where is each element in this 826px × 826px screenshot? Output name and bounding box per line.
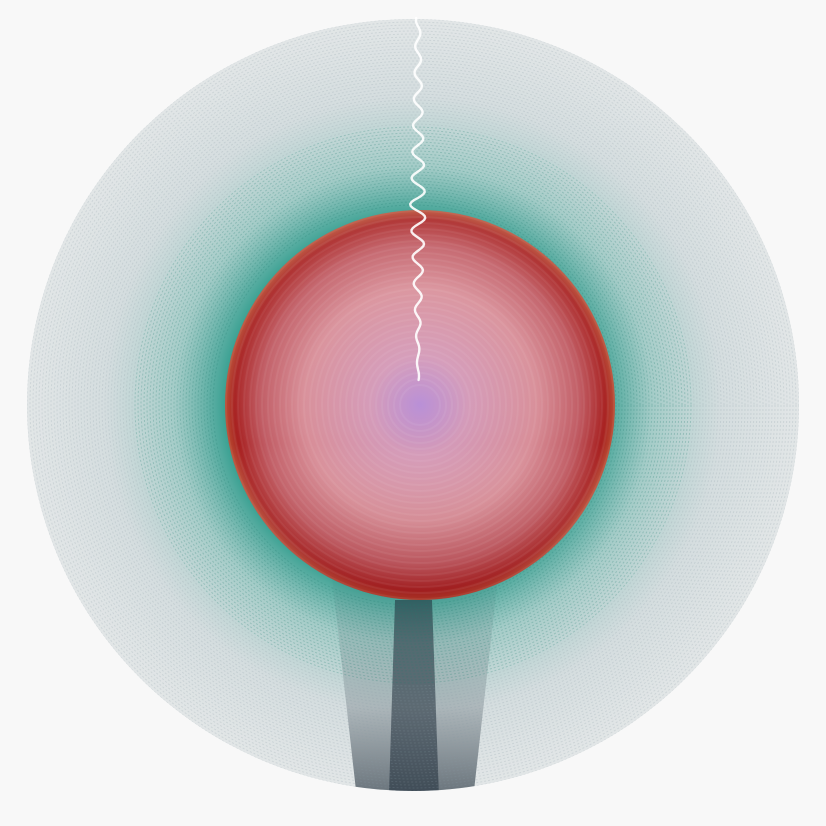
ring-line bbox=[41, 33, 785, 777]
ring-line bbox=[149, 141, 677, 669]
concentric-rings bbox=[27, 19, 799, 791]
ring-line bbox=[74, 66, 752, 744]
inner-ring-line bbox=[303, 288, 537, 522]
inner-ring-line bbox=[399, 384, 441, 426]
ring-line bbox=[206, 198, 620, 612]
ring-line bbox=[59, 51, 767, 759]
ring-line bbox=[101, 93, 725, 717]
inner-ring-line bbox=[249, 234, 591, 576]
inner-ring-line bbox=[243, 228, 597, 582]
wavy-seam bbox=[409, 16, 427, 382]
inner-ring-line bbox=[387, 372, 453, 438]
ring-line bbox=[125, 117, 701, 693]
ring-line bbox=[71, 63, 755, 747]
ring-line bbox=[29, 21, 797, 789]
inner-ring-line bbox=[261, 246, 579, 564]
inner-ring-line bbox=[327, 312, 513, 498]
inner-ring-line bbox=[321, 306, 519, 504]
ring-line bbox=[95, 87, 731, 723]
ring-line bbox=[152, 144, 674, 666]
inner-ring-line bbox=[357, 342, 483, 468]
ring-line bbox=[119, 111, 707, 699]
ring-line bbox=[194, 186, 632, 624]
ring-line bbox=[140, 132, 686, 678]
ring-line bbox=[176, 168, 650, 642]
dark-bottom-shadow bbox=[330, 560, 500, 791]
inner-ring-line bbox=[375, 360, 465, 450]
inner-ring-line bbox=[381, 366, 459, 444]
ring-line bbox=[77, 69, 749, 741]
ring-line bbox=[50, 42, 776, 768]
ring-line bbox=[182, 174, 644, 636]
ring-line bbox=[38, 30, 788, 780]
ring-line bbox=[47, 39, 779, 771]
inner-ring-line bbox=[309, 294, 531, 516]
ring-line bbox=[185, 177, 641, 633]
inner-ring-line bbox=[231, 216, 609, 594]
ring-line bbox=[80, 72, 746, 738]
inner-ring-line bbox=[255, 240, 585, 570]
inner-ring-line bbox=[393, 378, 447, 432]
ring-line bbox=[143, 135, 683, 675]
ring-line bbox=[146, 138, 680, 672]
ring-line bbox=[167, 159, 659, 651]
ring-line bbox=[122, 114, 704, 696]
ring-line bbox=[92, 84, 734, 726]
inner-rings bbox=[225, 210, 615, 600]
ring-line bbox=[56, 48, 770, 762]
ring-line bbox=[137, 129, 689, 681]
inner-ring-line bbox=[273, 258, 567, 552]
ring-line bbox=[197, 189, 629, 621]
inner-ring-line bbox=[291, 276, 549, 534]
ring-line bbox=[116, 108, 710, 702]
ring-line bbox=[68, 60, 758, 750]
ring-line bbox=[200, 192, 626, 618]
ring-line bbox=[203, 195, 623, 615]
ring-line bbox=[104, 96, 722, 714]
inner-ring-line bbox=[369, 354, 471, 456]
ring-line bbox=[83, 75, 743, 735]
ring-line bbox=[155, 147, 671, 663]
inner-ring-line bbox=[297, 282, 543, 528]
ring-line bbox=[164, 156, 662, 654]
ring-line bbox=[170, 162, 656, 648]
ring-line bbox=[128, 120, 698, 690]
ring-line bbox=[113, 105, 713, 705]
ring-line bbox=[131, 123, 695, 687]
ring-line bbox=[191, 183, 635, 627]
ring-line bbox=[65, 57, 761, 753]
inner-ring-line bbox=[345, 330, 495, 480]
ring-line bbox=[32, 24, 794, 786]
ring-line bbox=[89, 81, 737, 729]
ring-line bbox=[53, 45, 773, 765]
ring-line bbox=[173, 165, 653, 645]
ring-line bbox=[98, 90, 728, 720]
ring-line bbox=[110, 102, 716, 708]
ring-line bbox=[86, 78, 740, 732]
inner-ring-line bbox=[351, 336, 489, 474]
ring-line bbox=[188, 180, 638, 630]
inner-ring-line bbox=[285, 270, 555, 540]
ring-line bbox=[179, 171, 647, 639]
inner-ring-line bbox=[267, 252, 573, 558]
ring-line bbox=[35, 27, 791, 783]
ring-line bbox=[62, 54, 764, 756]
ring-line bbox=[44, 36, 782, 774]
ring-line bbox=[161, 153, 665, 657]
